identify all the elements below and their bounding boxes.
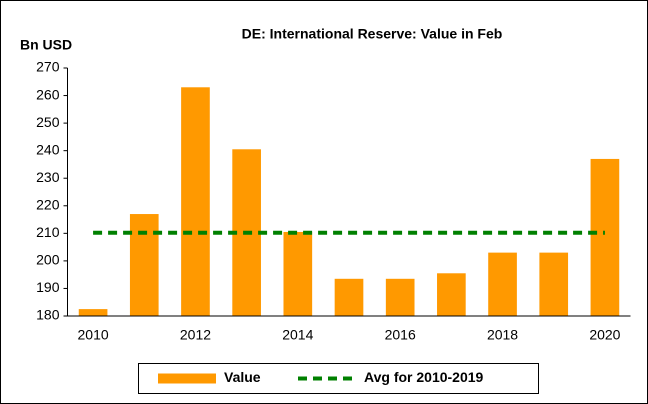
x-tick-label: 2016: [385, 327, 416, 343]
y-tick-label: 230: [36, 169, 60, 185]
legend-label: Avg for 2010-2019: [364, 369, 484, 385]
y-tick-label: 210: [36, 224, 60, 240]
bar: [129, 214, 159, 316]
x-tick-label: 2010: [78, 327, 109, 343]
y-tick-label: 180: [36, 307, 60, 323]
x-tick-label: 2020: [589, 327, 620, 343]
bar: [385, 278, 415, 316]
bar: [488, 252, 517, 316]
bar: [334, 278, 364, 316]
y-tick-label: 220: [36, 196, 60, 212]
x-tick-label: 2012: [180, 327, 211, 343]
y-tick-label: 270: [36, 59, 60, 75]
bar: [78, 309, 108, 316]
bar: [539, 252, 569, 316]
legend-label: Value: [224, 369, 261, 385]
legend-swatch: [158, 373, 216, 384]
bar: [283, 231, 313, 316]
bar: [437, 273, 466, 316]
bar: [590, 158, 620, 316]
y-tick-label: 190: [36, 279, 60, 295]
chart-title: DE: International Reserve: Value in Feb: [242, 26, 503, 42]
y-tick-label: 250: [36, 114, 60, 130]
y-axis-label: Bn USD: [20, 37, 72, 53]
x-tick-label: 2014: [282, 327, 313, 343]
bar: [181, 87, 210, 317]
y-tick-label: 240: [36, 141, 60, 157]
y-tick-label: 260: [36, 86, 60, 102]
x-tick-label: 2018: [487, 327, 518, 343]
y-tick-label: 200: [36, 252, 60, 268]
